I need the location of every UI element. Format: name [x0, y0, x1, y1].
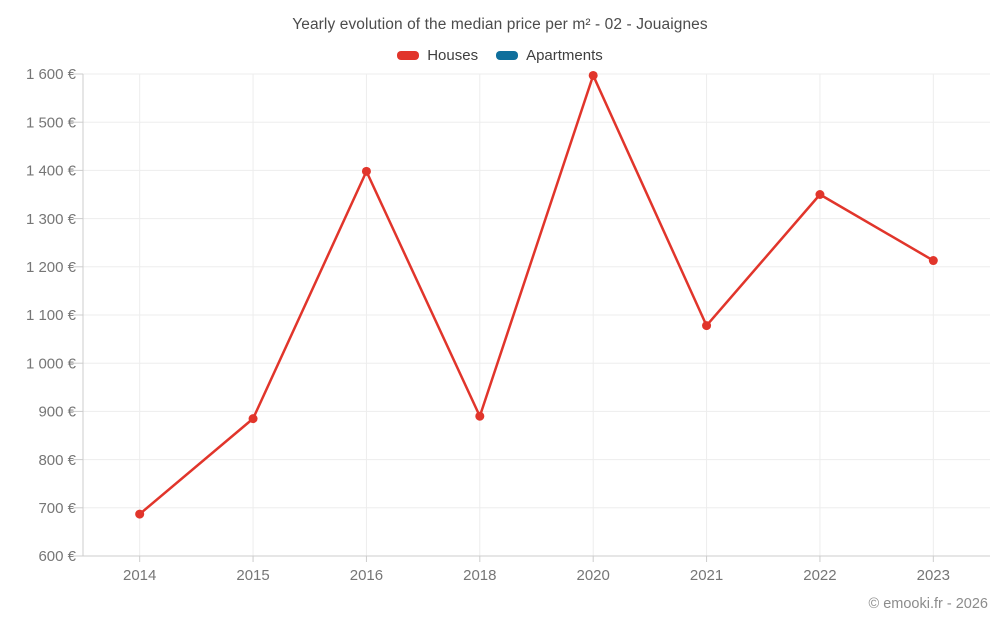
legend-label-houses: Houses	[427, 47, 479, 64]
svg-text:2020: 2020	[577, 567, 610, 584]
svg-text:2018: 2018	[463, 567, 496, 584]
svg-text:2022: 2022	[803, 567, 836, 584]
svg-text:1 300 €: 1 300 €	[26, 211, 77, 228]
svg-text:2016: 2016	[350, 567, 383, 584]
svg-text:2021: 2021	[690, 567, 723, 584]
legend-label-apartments: Apartments	[526, 47, 603, 64]
svg-text:1 000 €: 1 000 €	[26, 355, 77, 372]
svg-text:1 600 €: 1 600 €	[26, 66, 77, 83]
legend-item-houses[interactable]: Houses	[397, 47, 478, 64]
copyright-credit: © emooki.fr - 2026	[868, 596, 988, 612]
svg-text:2023: 2023	[917, 567, 950, 584]
apartments-series-swatch-icon	[496, 51, 519, 60]
houses-series-swatch-icon	[397, 51, 420, 60]
svg-text:1 200 €: 1 200 €	[26, 259, 77, 276]
svg-text:2015: 2015	[236, 567, 269, 584]
svg-text:600 €: 600 €	[38, 548, 76, 565]
chart-legend: Houses Apartments	[0, 47, 1000, 64]
svg-text:1 100 €: 1 100 €	[26, 307, 77, 324]
svg-text:700 €: 700 €	[38, 500, 76, 517]
legend-item-apartments[interactable]: Apartments	[496, 47, 603, 64]
svg-text:1 400 €: 1 400 €	[26, 163, 77, 180]
svg-text:1 500 €: 1 500 €	[26, 114, 77, 131]
svg-text:2014: 2014	[123, 567, 156, 584]
svg-text:800 €: 800 €	[38, 452, 76, 469]
svg-text:900 €: 900 €	[38, 404, 76, 421]
chart-title: Yearly evolution of the median price per…	[292, 16, 708, 33]
